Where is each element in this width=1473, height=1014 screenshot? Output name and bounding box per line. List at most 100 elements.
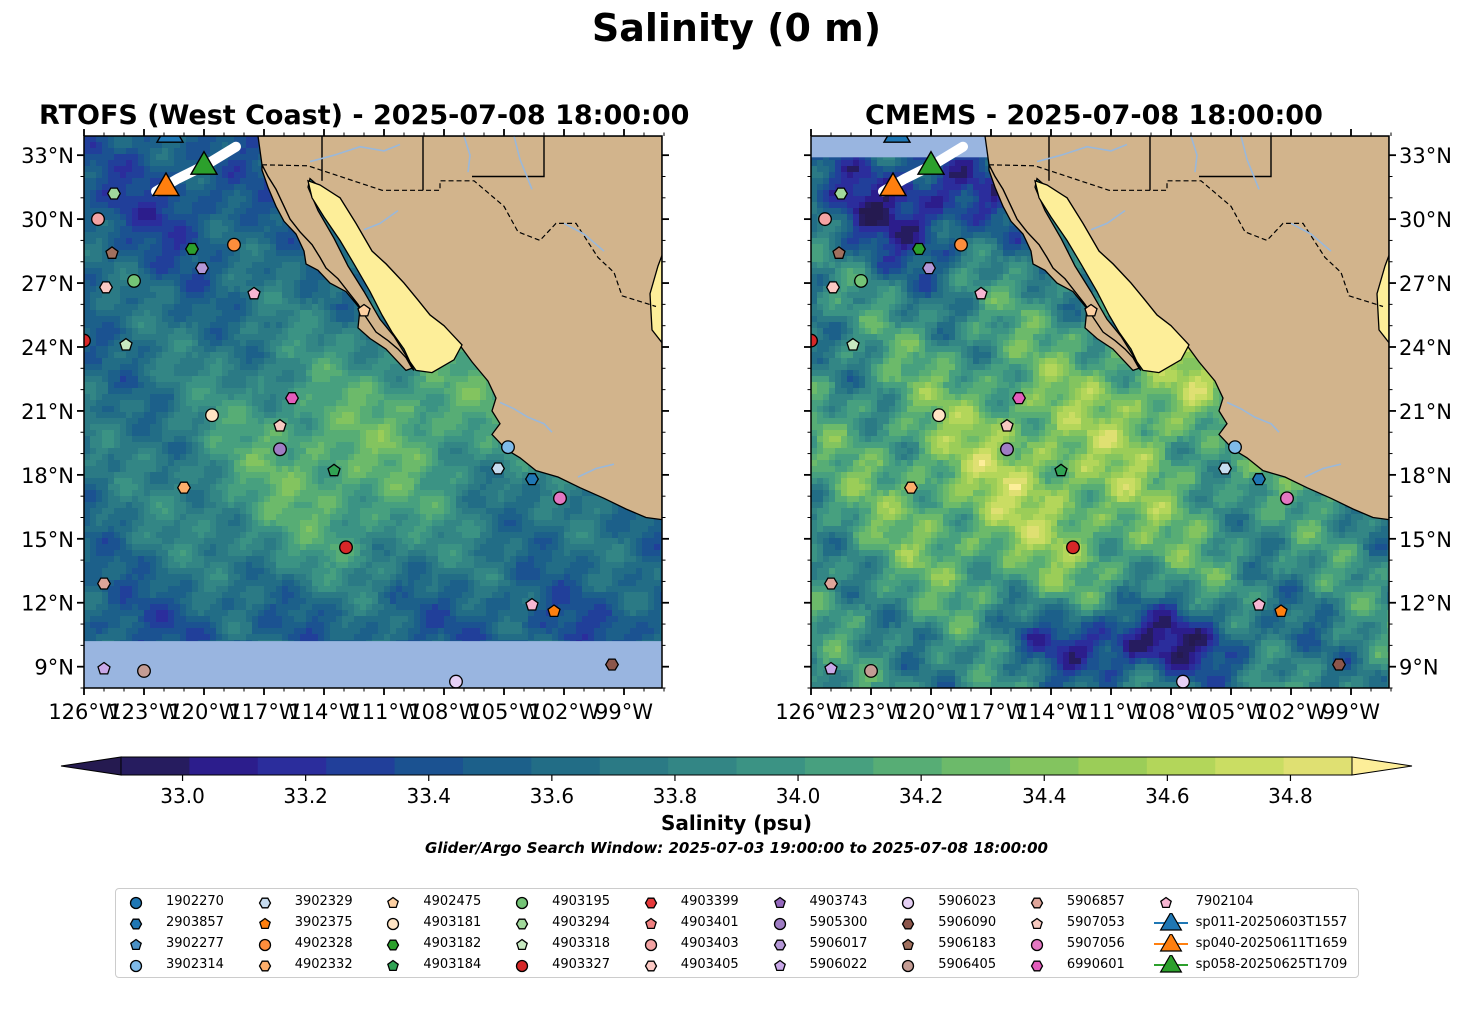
rtofs-field-cell: [168, 244, 175, 251]
rtofs-field-cell: [306, 322, 313, 329]
rtofs-field-cell: [108, 388, 115, 395]
rtofs-field-cell: [120, 238, 127, 245]
rtofs-field-cell: [114, 172, 121, 179]
rtofs-field-cell: [114, 184, 121, 191]
rtofs-field-cell: [312, 382, 319, 389]
rtofs-field-cell: [276, 268, 283, 275]
rtofs-field-cell: [462, 418, 469, 425]
rtofs-field-cell: [210, 382, 217, 389]
rtofs-field-cell: [252, 364, 259, 371]
rtofs-field-cell: [108, 334, 115, 341]
rtofs-field-cell: [144, 160, 151, 167]
rtofs-field-cell: [216, 202, 223, 209]
rtofs-field-cell: [360, 340, 367, 347]
rtofs-field-cell: [366, 406, 373, 413]
rtofs-field-cell: [102, 238, 109, 245]
rtofs-field-cell: [168, 274, 175, 281]
rtofs-field-cell: [144, 400, 151, 407]
rtofs-field-cell: [102, 406, 109, 413]
rtofs-field-cell: [252, 250, 259, 257]
rtofs-field-cell: [126, 328, 133, 335]
rtofs-field-cell: [102, 274, 109, 281]
rtofs-field-cell: [390, 364, 397, 371]
rtofs-field-cell: [108, 394, 115, 401]
rtofs-field-cell: [252, 418, 259, 425]
rtofs-field-cell: [378, 430, 385, 437]
rtofs-field-cell: [306, 286, 313, 293]
rtofs-field-cell: [144, 358, 151, 365]
rtofs-field-cell: [486, 412, 493, 419]
rtofs-field-cell: [360, 364, 367, 371]
rtofs-field-cell: [84, 388, 91, 395]
rtofs-field-cell: [126, 250, 133, 257]
rtofs-field-cell: [108, 214, 115, 221]
rtofs-field-cell: [234, 298, 241, 305]
rtofs-field-cell: [156, 202, 163, 209]
rtofs-field-cell: [210, 310, 217, 317]
rtofs-field-cell: [84, 376, 91, 383]
rtofs-field-cell: [204, 346, 211, 353]
rtofs-field-cell: [186, 316, 193, 323]
rtofs-field-cell: [210, 286, 217, 293]
rtofs-field-cell: [390, 394, 397, 401]
rtofs-field-cell: [264, 328, 271, 335]
rtofs-field-cell: [426, 412, 433, 419]
rtofs-field-cell: [222, 412, 229, 419]
rtofs-field-cell: [432, 424, 439, 431]
rtofs-field-cell: [168, 376, 175, 383]
rtofs-field-cell: [96, 310, 103, 317]
rtofs-field-cell: [174, 202, 181, 209]
rtofs-field-cell: [402, 376, 409, 383]
rtofs-field-cell: [402, 394, 409, 401]
rtofs-field-cell: [174, 148, 181, 155]
rtofs-field-cell: [348, 340, 355, 347]
rtofs-field-cell: [270, 226, 277, 233]
rtofs-field-cell: [228, 388, 235, 395]
rtofs-field-cell: [132, 178, 139, 185]
rtofs-field-cell: [246, 394, 253, 401]
rtofs-field-cell: [450, 436, 457, 443]
rtofs-field-cell: [294, 364, 301, 371]
rtofs-field-cell: [210, 220, 217, 227]
rtofs-field-cell: [294, 424, 301, 431]
rtofs-field-cell: [228, 268, 235, 275]
rtofs-field-cell: [294, 304, 301, 311]
rtofs-field-cell: [294, 286, 301, 293]
rtofs-field-cell: [360, 280, 367, 287]
rtofs-field-cell: [276, 310, 283, 317]
rtofs-field-cell: [306, 376, 313, 383]
rtofs-field-cell: [294, 376, 301, 383]
rtofs-field-cell: [246, 154, 253, 161]
rtofs-field-cell: [426, 406, 433, 413]
rtofs-field-cell: [216, 244, 223, 251]
rtofs-field-cell: [138, 382, 145, 389]
rtofs-field-cell: [210, 196, 217, 203]
rtofs-field-cell: [222, 334, 229, 341]
rtofs-field-cell: [258, 208, 265, 215]
rtofs-field-cell: [300, 262, 307, 269]
rtofs-field-cell: [168, 370, 175, 377]
rtofs-field-cell: [252, 382, 259, 389]
rtofs-field-cell: [228, 250, 235, 257]
rtofs-field-cell: [258, 442, 265, 449]
rtofs-field-cell: [90, 346, 97, 353]
rtofs-field-cell: [486, 418, 493, 425]
rtofs-field-cell: [138, 442, 145, 449]
rtofs-field-cell: [144, 370, 151, 377]
rtofs-field-cell: [384, 388, 391, 395]
rtofs-field-cell: [144, 250, 151, 257]
rtofs-field-cell: [270, 430, 277, 437]
rtofs-field-cell: [168, 412, 175, 419]
rtofs-field-cell: [180, 442, 187, 449]
rtofs-field-cell: [108, 232, 115, 239]
rtofs-field-cell: [156, 244, 163, 251]
rtofs-field-cell: [270, 322, 277, 329]
rtofs-field-cell: [162, 358, 169, 365]
rtofs-field-cell: [222, 322, 229, 329]
rtofs-field-cell: [438, 370, 445, 377]
rtofs-field-cell: [288, 442, 295, 449]
rtofs-field-cell: [234, 418, 241, 425]
rtofs-field-cell: [150, 322, 157, 329]
rtofs-field-cell: [318, 328, 325, 335]
rtofs-field-cell: [282, 292, 289, 299]
